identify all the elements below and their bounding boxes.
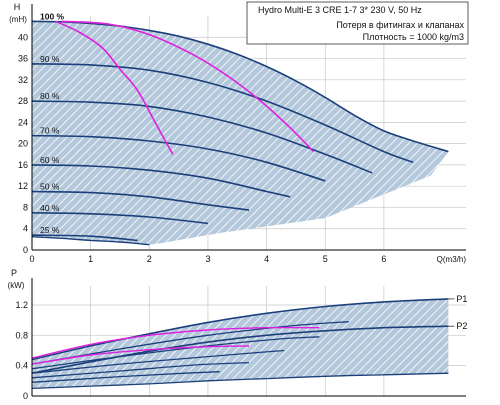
power-operating-region xyxy=(32,298,449,389)
power-speed-curve xyxy=(31,371,220,383)
head-axis-symbol: H xyxy=(14,2,21,12)
x-tick-label: 2 xyxy=(147,254,152,264)
x-tick-label: 5 xyxy=(323,254,328,264)
speed-curve xyxy=(31,190,250,211)
x-tick-label: 3 xyxy=(205,254,210,264)
speed-curve xyxy=(31,234,138,242)
power-axis-unit: (kW) xyxy=(8,281,25,290)
y-tick-label: 16 xyxy=(18,160,28,170)
x-tick-label: 1 xyxy=(88,254,93,264)
speed-curve-label: 70 % xyxy=(40,126,60,136)
power-speed-curve xyxy=(31,349,285,374)
y-tick-label: 8 xyxy=(23,202,28,212)
power-series-line xyxy=(31,298,449,361)
speed-curve-label: 80 % xyxy=(40,91,60,101)
header-line1: Hydro Multi-E 3 CRE 1-7 3* 230 V, 50 Hz xyxy=(258,5,422,15)
power-min-curve xyxy=(31,372,449,390)
y-tick-label: 36 xyxy=(18,54,28,64)
power-y-tick-label: 0 xyxy=(23,391,28,400)
head-speed-curves xyxy=(31,20,449,246)
speed-curve xyxy=(31,134,326,182)
power-y-tick-label: 0.8 xyxy=(15,330,28,340)
header-line3: Плотность = 1000 kg/m3 xyxy=(363,32,464,42)
speed-curve xyxy=(31,20,449,153)
x-tick-label: 4 xyxy=(264,254,269,264)
x-tick-label: 6 xyxy=(381,254,386,264)
speed-curve xyxy=(31,100,373,174)
power-speed-curve xyxy=(31,321,349,365)
head-operating-region xyxy=(32,21,449,245)
power-speed-curve xyxy=(31,361,250,379)
power-fitting-loss-curve xyxy=(31,326,320,359)
y-tick-label: 0 xyxy=(23,245,28,255)
speed-curve xyxy=(31,164,291,198)
fitting-loss-curve xyxy=(55,20,174,155)
x-tick-label: 0 xyxy=(29,254,34,264)
y-tick-label: 40 xyxy=(18,32,28,42)
power-curves: P1 P2 xyxy=(31,294,467,390)
power-axis-symbol: P xyxy=(11,268,17,278)
power-chart-axes xyxy=(31,278,466,397)
header-line2: Потеря в фитингах и клапанах xyxy=(336,20,464,30)
x-axis-title: Q(m3/h) xyxy=(437,255,467,264)
head-region-fill xyxy=(32,21,449,245)
y-tick-label: 12 xyxy=(18,181,28,191)
fitting-loss-curve xyxy=(61,20,315,153)
y-tick-label: 28 xyxy=(18,96,28,106)
head-chart-axes xyxy=(31,4,466,251)
speed-curve-label: 50 % xyxy=(40,182,60,192)
speed-curve-label: 40 % xyxy=(40,203,60,213)
power-region-fill xyxy=(32,298,449,389)
power-y-tick-label: 1.2 xyxy=(15,300,28,310)
header-box: Hydro Multi-E 3 CRE 1-7 3* 230 V, 50 Hz … xyxy=(246,1,469,45)
power-series-label: P2 xyxy=(456,321,467,331)
fitting-loss-curves xyxy=(55,20,315,155)
speed-curve-label: 25 % xyxy=(40,225,60,235)
power-y-tick-label: 0.4 xyxy=(15,361,28,371)
y-tick-label: 24 xyxy=(18,117,28,127)
min-speed-curve xyxy=(31,236,150,246)
y-tick-label: 32 xyxy=(18,75,28,85)
speed-curve-label: 60 % xyxy=(40,155,60,165)
power-fitting-loss-curve xyxy=(31,345,250,365)
y-tick-label: 4 xyxy=(23,224,28,234)
y-tick-label: 20 xyxy=(18,139,28,149)
power-series-label: P1 xyxy=(456,294,467,304)
power-series-line xyxy=(31,325,449,374)
speed-curve-label: 100 % xyxy=(40,11,65,21)
head-axis-unit: (mH) xyxy=(9,15,27,24)
speed-curve-label: 90 % xyxy=(40,54,60,64)
speed-curve xyxy=(31,63,414,164)
speed-curve xyxy=(31,212,208,225)
head-speed-labels: 100 % 90 % 80 % 70 % 60 % 50 % 40 % 25 % xyxy=(40,11,65,235)
